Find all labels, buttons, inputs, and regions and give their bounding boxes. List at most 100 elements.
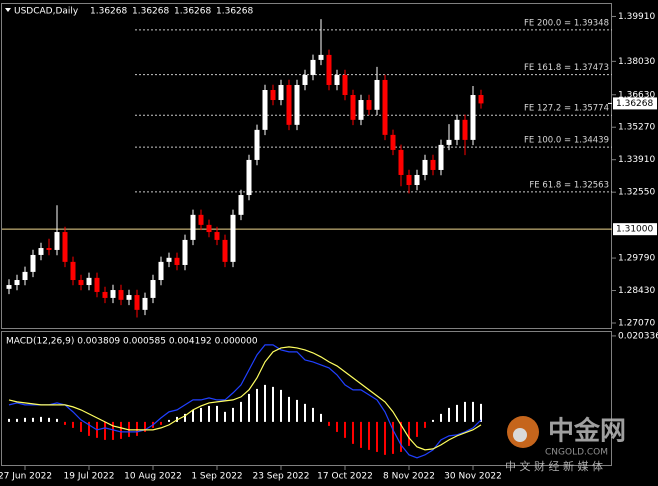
candle-body bbox=[326, 54, 332, 85]
candle-body bbox=[78, 280, 84, 286]
macd-histogram-bar bbox=[24, 417, 26, 422]
candle-body bbox=[302, 74, 308, 85]
candle-body bbox=[358, 100, 364, 120]
macd-histogram-bar bbox=[120, 421, 122, 439]
x-tick-label: 27 Jun 2022 bbox=[0, 472, 52, 482]
candle-body bbox=[70, 261, 76, 281]
candle-body bbox=[30, 254, 36, 272]
candle-body bbox=[246, 159, 252, 196]
candle-body bbox=[318, 54, 324, 60]
macd-histogram-bar bbox=[416, 421, 418, 437]
fib-level-label: FE 161.8 = 1.37473 bbox=[524, 63, 609, 73]
candle-body bbox=[174, 257, 180, 265]
candle-body bbox=[350, 95, 356, 120]
x-tick-label: 19 Jul 2022 bbox=[64, 472, 115, 482]
quote-value: 1.36268 bbox=[174, 7, 211, 17]
menu-arrow[interactable] bbox=[5, 8, 11, 12]
macd-histogram-bar bbox=[224, 411, 226, 422]
candle-body bbox=[62, 232, 68, 262]
macd-histogram-bar bbox=[216, 405, 218, 422]
fib-level-label: FE 61.8 = 1.32563 bbox=[529, 180, 609, 190]
candle-body bbox=[182, 239, 188, 265]
macd-histogram-bar bbox=[264, 384, 266, 422]
macd-histogram-bar bbox=[48, 417, 50, 422]
macd-histogram-bar bbox=[160, 421, 162, 425]
macd-histogram-bar bbox=[328, 421, 330, 426]
macd-histogram-bar bbox=[192, 409, 194, 422]
candle-body bbox=[462, 119, 468, 140]
macd-histogram-bar bbox=[288, 396, 290, 422]
macd-histogram-bar bbox=[440, 413, 442, 422]
macd-histogram-bar bbox=[104, 421, 106, 440]
candle-body bbox=[38, 248, 44, 255]
fib-level-label: FE 100.0 = 1.34439 bbox=[524, 136, 609, 146]
macd-histogram-bar bbox=[424, 421, 426, 428]
last-price-label: 1.36268 bbox=[616, 99, 653, 109]
candle-body bbox=[430, 159, 436, 170]
candle-body bbox=[374, 79, 380, 110]
candle-body bbox=[166, 257, 172, 262]
macd-histogram-bar bbox=[320, 413, 322, 422]
macd-histogram-bar bbox=[384, 421, 386, 455]
macd-histogram-bar bbox=[136, 421, 138, 436]
macd-histogram-bar bbox=[40, 416, 42, 422]
y-tick-label: 1.27070 bbox=[618, 318, 655, 328]
candle-body bbox=[390, 134, 396, 150]
watermark-slogan: 中 文 财 经 新 媒 体 bbox=[505, 459, 603, 473]
macd-histogram-bar bbox=[32, 417, 34, 422]
macd-histogram-bar bbox=[144, 421, 146, 432]
x-tick-label: 1 Sep 2022 bbox=[191, 472, 242, 482]
macd-panel-frame bbox=[1, 331, 612, 466]
macd-histogram-bar bbox=[312, 407, 314, 422]
candle-body bbox=[438, 144, 444, 170]
candle-body bbox=[6, 285, 12, 289]
candle-body bbox=[342, 74, 348, 96]
x-tick-label: 30 Nov 2022 bbox=[444, 472, 502, 482]
candle-body bbox=[454, 119, 460, 140]
candle-body bbox=[382, 79, 388, 135]
y-tick-label: 1.38030 bbox=[618, 57, 655, 67]
macd-histogram-bar bbox=[472, 401, 474, 422]
macd-line bbox=[8, 346, 482, 451]
candle-body bbox=[214, 232, 220, 240]
macd-histogram-bar bbox=[88, 421, 90, 436]
candle-body bbox=[46, 248, 52, 250]
candle-body bbox=[230, 214, 236, 262]
candle-body bbox=[294, 84, 300, 125]
macd-histogram-bar bbox=[232, 407, 234, 422]
x-tick-label: 23 Sep 2022 bbox=[252, 472, 309, 482]
candle-body bbox=[310, 59, 316, 75]
macd-histogram-bar bbox=[168, 419, 170, 422]
candle-body bbox=[118, 290, 124, 300]
macd-histogram-bar bbox=[296, 399, 298, 422]
candle-body bbox=[422, 159, 428, 175]
macd-histogram-bar bbox=[304, 403, 306, 422]
macd-histogram-bar bbox=[248, 393, 250, 422]
macd-line bbox=[8, 344, 482, 459]
macd-histogram-bar bbox=[112, 421, 114, 440]
candle-body bbox=[470, 95, 476, 140]
macd-histogram-bar bbox=[272, 386, 274, 422]
macd-title: MACD(12,26,9) 0.003809 0.000585 0.004192… bbox=[6, 337, 258, 347]
macd-histogram-bar bbox=[408, 421, 410, 446]
candle-body bbox=[398, 149, 404, 175]
macd-histogram-bar bbox=[480, 403, 482, 422]
y-tick-label: 0.020336 bbox=[618, 331, 658, 341]
watermark-logo-icon-inner bbox=[513, 428, 527, 442]
candle-body bbox=[478, 95, 484, 104]
candle-body bbox=[126, 295, 132, 300]
candle-body bbox=[150, 280, 156, 298]
watermark: 中金网 CNGOLD.COM 中 文 财 经 新 媒 体 bbox=[505, 416, 626, 474]
candle-body bbox=[142, 297, 148, 310]
y-tick-label: 1.29790 bbox=[618, 254, 655, 264]
macd-histogram-bar bbox=[456, 404, 458, 422]
candle-body bbox=[222, 239, 228, 262]
candle-body bbox=[238, 195, 244, 215]
macd-histogram-bar bbox=[80, 421, 82, 432]
macd-histogram-bar bbox=[400, 421, 402, 452]
macd-histogram-bar bbox=[448, 407, 450, 422]
macd-histogram-bar bbox=[344, 421, 346, 438]
macd-histogram-bar bbox=[336, 421, 338, 432]
macd-histogram-bar bbox=[368, 421, 370, 450]
